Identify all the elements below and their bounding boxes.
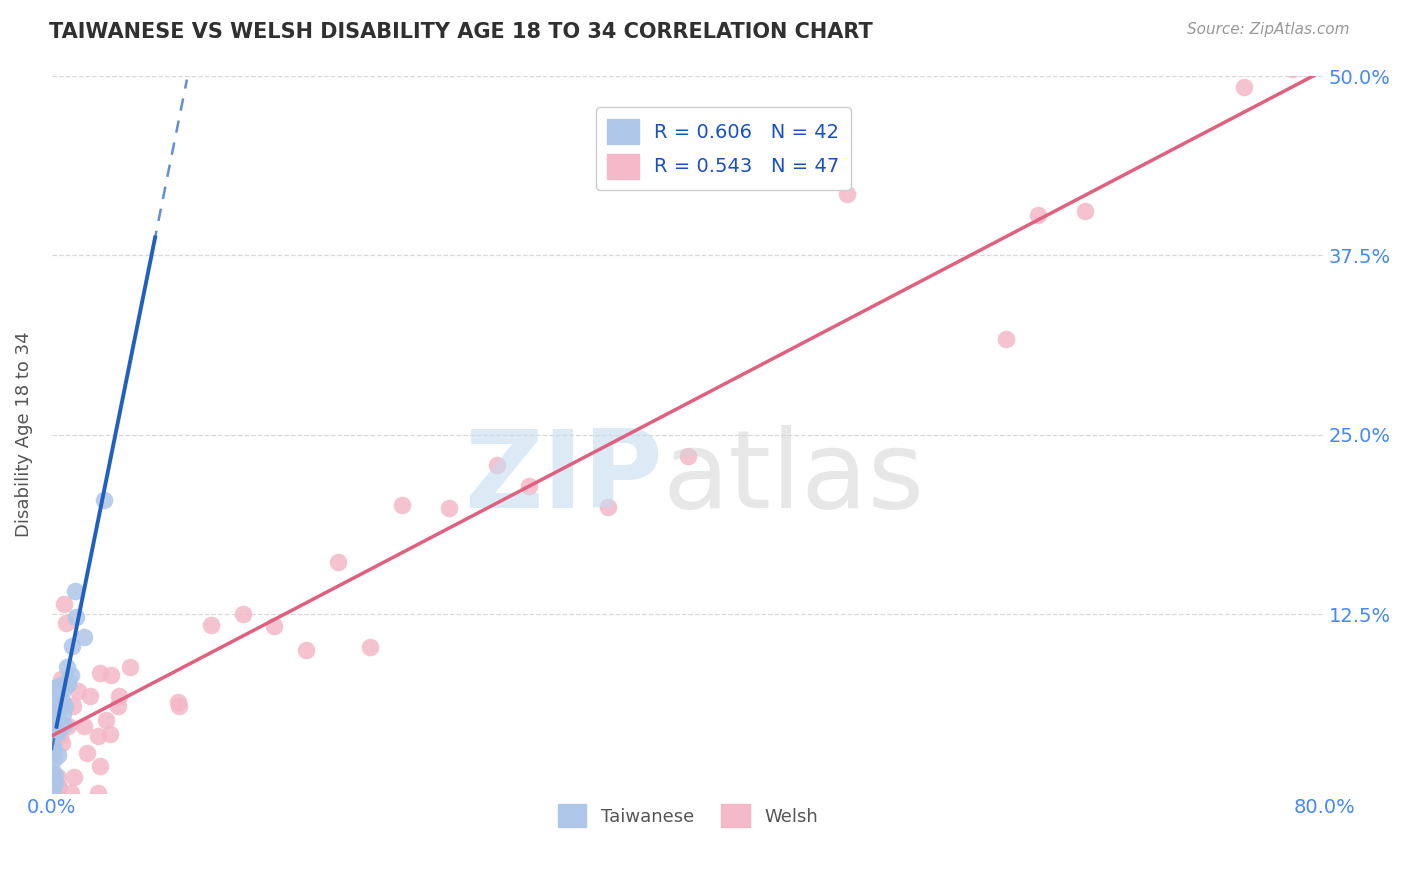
Point <box>46 698 69 713</box>
Point <box>41 776 63 790</box>
Point <box>100 668 122 682</box>
Point <box>42 775 65 789</box>
Point <box>45 724 67 739</box>
Point <box>48 780 70 794</box>
Point <box>62 699 84 714</box>
Point <box>60 786 83 800</box>
Y-axis label: Disability Age 18 to 34: Disability Age 18 to 34 <box>15 332 32 538</box>
Text: ZIP: ZIP <box>464 425 662 531</box>
Point <box>42 681 65 695</box>
Point <box>89 666 111 681</box>
Point <box>72 630 94 644</box>
Point <box>44 775 66 789</box>
Point <box>44 767 66 781</box>
Point <box>56 674 79 689</box>
Point <box>41 688 63 702</box>
Point <box>42 689 65 703</box>
Point <box>51 735 73 749</box>
Point <box>1233 80 1256 95</box>
Point <box>42 740 65 755</box>
Text: atlas: atlas <box>662 425 924 531</box>
Text: Source: ZipAtlas.com: Source: ZipAtlas.com <box>1187 22 1350 37</box>
Point <box>42 721 65 735</box>
Point <box>391 498 413 512</box>
Point <box>59 667 82 681</box>
Point <box>51 693 73 707</box>
Point <box>46 748 69 763</box>
Point <box>63 584 86 599</box>
Point <box>486 458 509 472</box>
Point <box>53 698 76 713</box>
Point <box>166 695 188 709</box>
Point <box>87 786 110 800</box>
Point <box>51 678 73 692</box>
Point <box>53 718 76 732</box>
Point <box>326 555 349 569</box>
Point <box>52 681 75 696</box>
Point <box>55 615 77 630</box>
Point <box>598 500 620 514</box>
Point <box>1074 203 1097 218</box>
Point <box>232 607 254 622</box>
Point <box>46 770 69 784</box>
Point <box>994 332 1017 346</box>
Point <box>44 689 66 703</box>
Point <box>835 186 858 201</box>
Point <box>439 500 461 515</box>
Point <box>167 699 190 714</box>
Point <box>56 677 79 691</box>
Point <box>107 689 129 703</box>
Point <box>46 703 69 717</box>
Point <box>46 780 69 794</box>
Point <box>46 723 69 738</box>
Point <box>1026 208 1049 222</box>
Point <box>45 726 67 740</box>
Point <box>60 639 83 653</box>
Point <box>89 759 111 773</box>
Point <box>200 618 222 632</box>
Legend: Taiwanese, Welsh: Taiwanese, Welsh <box>550 797 825 835</box>
Point <box>44 692 66 706</box>
Point <box>44 694 66 708</box>
Point <box>76 746 98 760</box>
Point <box>87 729 110 743</box>
Point <box>73 719 96 733</box>
Text: TAIWANESE VS WELSH DISABILITY AGE 18 TO 34 CORRELATION CHART: TAIWANESE VS WELSH DISABILITY AGE 18 TO … <box>49 22 873 42</box>
Point <box>1281 62 1303 76</box>
Point <box>44 689 66 703</box>
Point <box>79 689 101 703</box>
Point <box>55 659 77 673</box>
Point <box>94 713 117 727</box>
Point <box>63 770 86 784</box>
Point <box>52 707 75 722</box>
Point <box>66 683 89 698</box>
Point <box>42 783 65 797</box>
Point <box>49 672 72 686</box>
Point <box>263 619 285 633</box>
Point <box>517 478 540 492</box>
Point <box>118 660 141 674</box>
Point <box>42 752 65 766</box>
Point <box>46 680 69 694</box>
Point <box>41 765 63 780</box>
Point <box>44 744 66 758</box>
Point <box>58 719 80 733</box>
Point <box>53 597 76 611</box>
Point <box>98 727 121 741</box>
Point <box>41 770 63 784</box>
Point <box>48 698 70 712</box>
Point <box>45 713 67 727</box>
Point <box>676 449 699 463</box>
Point <box>65 609 87 624</box>
Point <box>41 708 63 723</box>
Point <box>107 699 129 714</box>
Point <box>295 643 318 657</box>
Point <box>49 729 72 743</box>
Point <box>359 640 381 654</box>
Point <box>93 492 115 507</box>
